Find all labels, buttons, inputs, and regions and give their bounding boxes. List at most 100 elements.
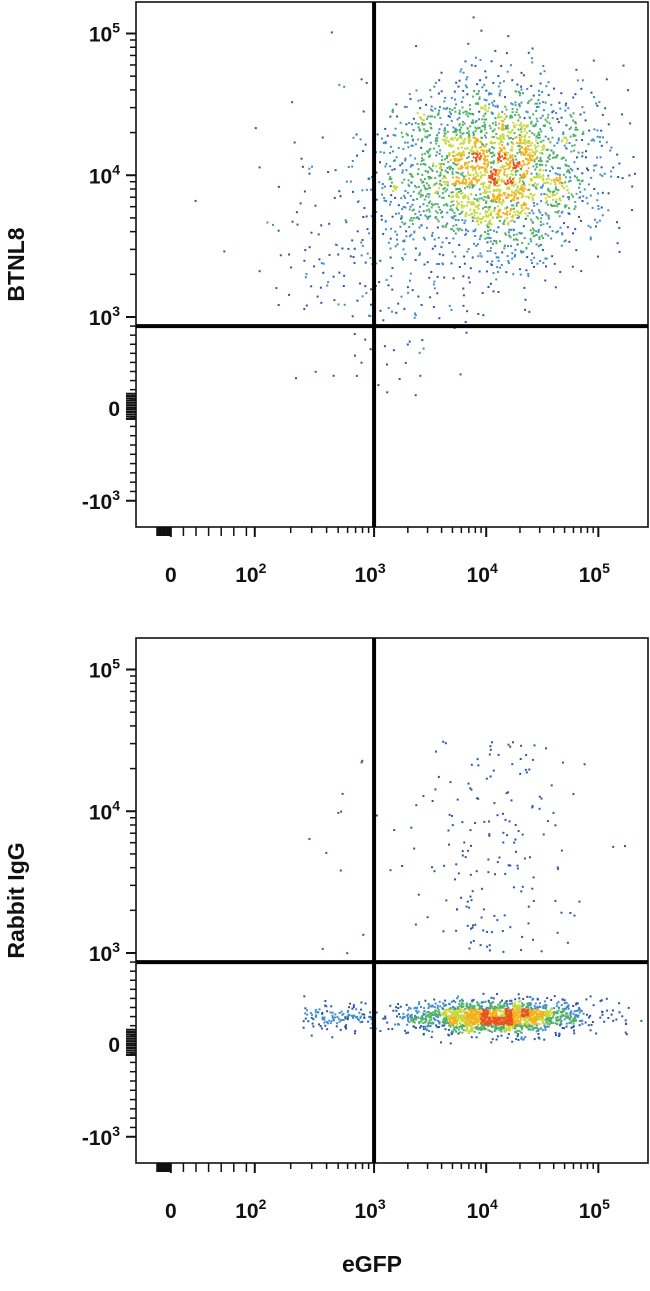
event-dot <box>489 250 492 252</box>
event-dot <box>561 1008 564 1011</box>
event-dot <box>359 138 362 141</box>
event-dot <box>471 219 474 222</box>
event-dot <box>369 1011 372 1014</box>
event-dot <box>434 1010 437 1012</box>
event-dot <box>333 299 336 302</box>
event-dot <box>539 1005 541 1008</box>
event-dot <box>541 1020 544 1023</box>
event-dot <box>360 1008 363 1011</box>
event-dot <box>545 169 548 172</box>
event-dot <box>489 748 492 751</box>
event-dot <box>461 204 464 207</box>
event-dot <box>469 181 472 184</box>
event-dot <box>542 237 545 239</box>
event-dot <box>527 162 530 164</box>
event-dot <box>554 824 557 827</box>
event-dot <box>382 232 385 235</box>
event-dot <box>486 1014 488 1017</box>
event-dot <box>337 811 340 814</box>
event-dot <box>496 136 498 139</box>
event-dot <box>541 184 544 187</box>
event-dot <box>315 1014 318 1017</box>
event-dot <box>486 1021 489 1024</box>
event-dot <box>627 89 630 92</box>
event-dot <box>470 1009 473 1012</box>
event-dot <box>419 374 422 377</box>
event-dot <box>544 135 547 138</box>
event-dot <box>473 1022 475 1025</box>
event-dot <box>353 333 356 335</box>
event-dot <box>400 197 403 200</box>
event-dot <box>567 169 570 172</box>
event-dot <box>464 321 467 324</box>
event-dot <box>510 170 513 172</box>
event-dot <box>510 799 513 802</box>
event-dot <box>556 142 559 144</box>
event-dot <box>488 833 491 836</box>
event-dot <box>554 172 557 175</box>
event-dot <box>572 1025 575 1028</box>
event-dot <box>481 118 484 121</box>
event-dot <box>426 1011 429 1014</box>
event-dot <box>451 1030 453 1033</box>
event-dot <box>522 153 525 156</box>
event-dot <box>465 110 468 113</box>
event-dot <box>525 195 528 198</box>
event-dot <box>486 196 489 199</box>
event-dot <box>544 257 547 260</box>
event-dot <box>578 900 581 903</box>
event-dot <box>351 160 354 162</box>
event-dot <box>430 177 433 179</box>
event-dot <box>478 127 481 129</box>
event-dot <box>556 118 559 120</box>
event-dot <box>465 113 468 116</box>
event-dot <box>497 1023 500 1026</box>
event-dot <box>564 1014 567 1017</box>
event-dot <box>343 85 346 88</box>
event-dot <box>401 135 404 138</box>
event-dot <box>384 185 386 188</box>
event-dot <box>476 211 478 214</box>
event-dot <box>444 742 447 745</box>
event-dot <box>499 1013 502 1016</box>
event-dot <box>530 1017 533 1020</box>
event-dot <box>415 1016 418 1019</box>
event-dot <box>598 140 601 143</box>
event-dot <box>514 824 517 826</box>
event-dot <box>466 76 469 79</box>
event-dot <box>486 945 489 948</box>
event-dot <box>458 79 461 82</box>
event-dot <box>288 293 291 296</box>
event-dot <box>461 210 464 213</box>
event-dot <box>508 194 511 197</box>
event-dot <box>433 183 436 186</box>
event-dot <box>482 152 485 155</box>
event-dot <box>490 1006 493 1009</box>
event-dot <box>453 1007 456 1009</box>
event-dot <box>401 181 404 184</box>
event-dot <box>458 213 461 216</box>
event-dot <box>521 935 524 938</box>
event-dot <box>426 187 429 190</box>
event-dot <box>505 175 508 178</box>
event-dot <box>486 224 489 227</box>
event-dot <box>377 384 380 387</box>
event-dot <box>578 1020 581 1022</box>
event-dot <box>478 1015 481 1018</box>
event-dot <box>505 161 508 164</box>
event-dot <box>531 1010 534 1013</box>
event-dot <box>503 146 505 149</box>
event-dot <box>524 1035 527 1038</box>
event-dot <box>510 159 513 162</box>
event-dot <box>410 1013 413 1016</box>
event-dot <box>468 906 471 909</box>
event-dot <box>498 1007 501 1010</box>
event-dot <box>507 35 510 38</box>
event-dot <box>485 131 488 134</box>
event-dot <box>455 103 457 106</box>
event-dot <box>432 147 435 150</box>
event-dot <box>443 1024 446 1027</box>
event-dot <box>466 250 469 253</box>
event-dot <box>474 1022 477 1025</box>
event-dot <box>564 163 567 166</box>
